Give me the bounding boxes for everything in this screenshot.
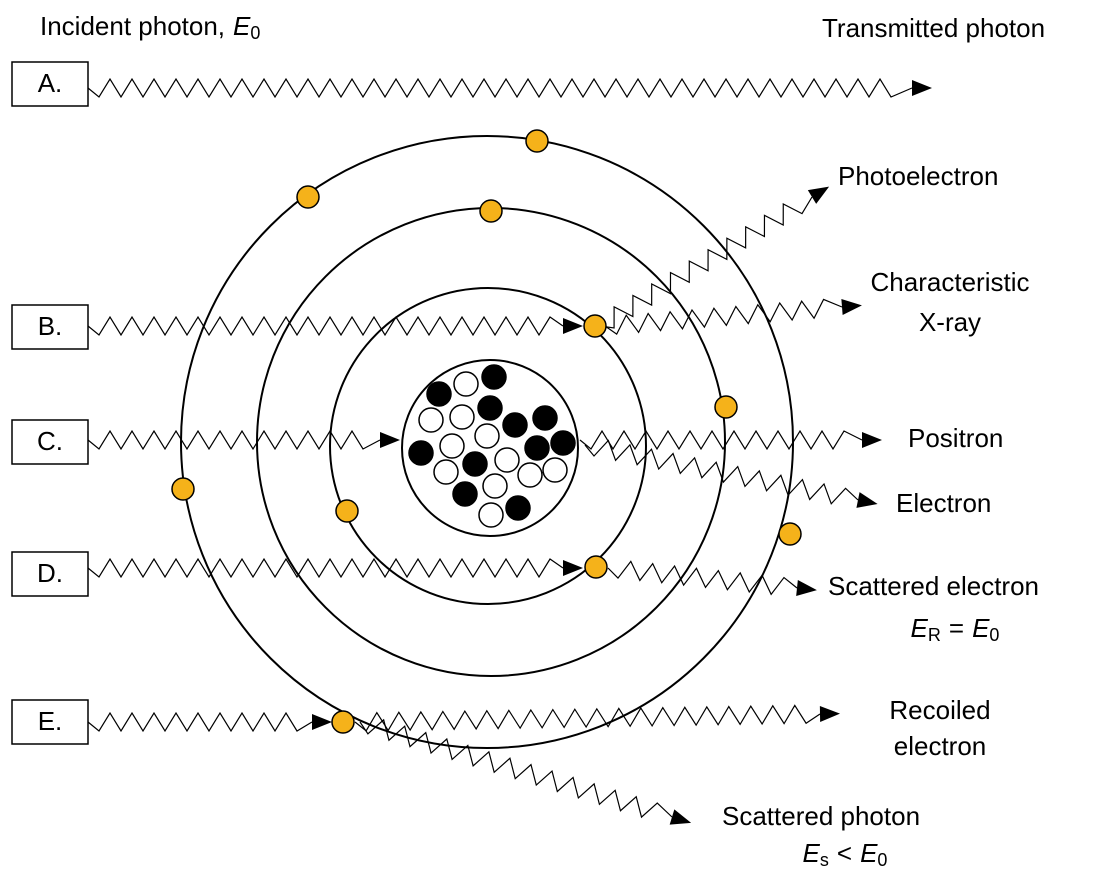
neutron: [479, 503, 503, 527]
electron: [526, 130, 548, 152]
photon-ray: [605, 299, 842, 334]
arrowhead: [862, 432, 882, 448]
outcome-label: Electron: [896, 488, 991, 518]
proton: [533, 406, 557, 430]
proton: [409, 441, 433, 465]
photon-ray: [88, 79, 912, 97]
subscript: 0: [250, 23, 260, 43]
relation: =: [949, 613, 964, 643]
arrowhead: [563, 318, 583, 334]
nucleons: [409, 365, 575, 527]
symbol: E: [860, 838, 878, 868]
proton: [506, 496, 530, 520]
arrowhead: [820, 706, 840, 722]
photon-ray: [600, 197, 812, 328]
outcome-label: Scattered photon: [722, 801, 920, 831]
proton: [551, 431, 575, 455]
arrowhead: [796, 580, 817, 596]
neutron: [518, 463, 542, 487]
photon-ray: [88, 559, 563, 577]
proton: [427, 382, 451, 406]
outcome-label: X-ray: [919, 307, 981, 337]
arrowhead: [841, 299, 862, 315]
row-label: B.: [38, 311, 63, 341]
proton: [503, 413, 527, 437]
electron: [332, 711, 354, 733]
symbol: E: [233, 11, 251, 41]
neutron: [475, 424, 499, 448]
row-label: E.: [38, 706, 63, 736]
outcome-label: Positron: [908, 423, 1003, 453]
symbol: E: [972, 613, 990, 643]
photon-ray: [88, 431, 380, 449]
photon-ray: [88, 713, 312, 731]
outcome-label: Transmitted photon: [822, 13, 1045, 43]
neutron: [434, 460, 458, 484]
photon-ray: [360, 720, 672, 817]
neutron: [440, 434, 464, 458]
electron: [336, 500, 358, 522]
arrowhead: [912, 80, 932, 96]
photon-ray: [580, 431, 862, 449]
arrowhead: [380, 432, 400, 448]
subscript: 0: [989, 625, 999, 645]
photon-ray: [585, 441, 858, 504]
energy-label: ER=E0: [911, 613, 1000, 645]
neutron: [419, 408, 443, 432]
proton: [525, 436, 549, 460]
electron: [480, 200, 502, 222]
arrowhead: [856, 492, 877, 508]
symbol: E: [911, 613, 929, 643]
photon-ray: [88, 317, 563, 335]
outcome-label: electron: [894, 731, 987, 761]
arrowhead: [808, 187, 829, 204]
subscript: 0: [877, 850, 887, 870]
electron: [715, 396, 737, 418]
neutron: [454, 372, 478, 396]
electron: [172, 478, 194, 500]
electron: [779, 523, 801, 545]
neutron: [543, 458, 567, 482]
outcome-label: Recoiled: [889, 695, 990, 725]
photon-ray: [355, 705, 820, 730]
subscript: R: [928, 625, 941, 645]
symbol: E: [803, 838, 821, 868]
incident-label: Incident photon, E0: [40, 11, 260, 43]
subscript: s: [820, 850, 829, 870]
neutron: [483, 474, 507, 498]
electron: [585, 556, 607, 578]
neutron: [495, 448, 519, 472]
outcome-label: Characteristic: [871, 267, 1030, 297]
relation: <: [837, 838, 852, 868]
photon-ray: [608, 561, 797, 594]
row-label: C.: [37, 426, 63, 456]
page: A. B. C. D. E. Incident photon,E0 Transm…: [0, 0, 1099, 872]
diagram: A. B. C. D. E. Incident photon,E0 Transm…: [0, 0, 1099, 872]
label-text: Incident photon,: [40, 11, 225, 41]
electron: [297, 186, 319, 208]
energy-label: Es<E0: [803, 838, 888, 870]
electron: [584, 315, 606, 337]
row-label: D.: [37, 558, 63, 588]
row-label: A.: [38, 68, 63, 98]
arrowhead: [670, 809, 691, 824]
neutron: [450, 405, 474, 429]
proton: [478, 396, 502, 420]
outcome-label: Photoelectron: [838, 161, 998, 191]
outcome-label: Scattered electron: [828, 571, 1039, 601]
proton: [482, 365, 506, 389]
proton: [453, 482, 477, 506]
arrowhead: [312, 714, 332, 730]
proton: [463, 452, 487, 476]
